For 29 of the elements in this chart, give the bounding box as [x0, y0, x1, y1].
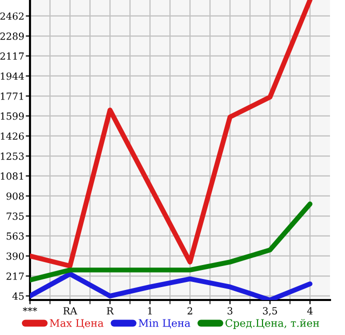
line-series — [30, 272, 312, 300]
line-series — [30, 202, 312, 282]
y-tick-label: 1771 — [0, 92, 24, 100]
y-tick-label: 1944 — [0, 72, 24, 80]
y-tick-label: 2117 — [0, 52, 24, 60]
x-tick-label: 4 — [307, 307, 313, 314]
x-tick-label: 3 — [228, 307, 232, 314]
y-tick-label: 390 — [6, 252, 24, 260]
x-tick-label: 2 — [188, 307, 192, 314]
y-tick-label: 2462 — [0, 12, 24, 20]
y-tick-label: 1081 — [0, 172, 24, 180]
y-tick-label: 1426 — [0, 132, 24, 140]
x-tick-label: 1 — [148, 307, 152, 314]
line-series — [30, 0, 312, 268]
x-tick-label: RA — [63, 307, 78, 314]
y-tick-label: 563 — [6, 232, 24, 240]
y-tick-label: 1599 — [0, 112, 24, 120]
y-tick-label: 2289 — [0, 32, 24, 40]
x-tick-label: R — [106, 307, 114, 314]
y-tick-label: 908 — [6, 192, 24, 200]
y-tick-label: 45 — [12, 292, 24, 300]
x-tick-label: 3,5 — [263, 307, 277, 316]
legend-label: Max Цена — [50, 319, 104, 328]
legend-label: Min Цена — [138, 319, 190, 328]
legend-label: Сред.Цена, т.йен — [226, 319, 320, 329]
y-tick-label: 217 — [6, 272, 24, 280]
y-tick-label: 1253 — [0, 152, 24, 160]
y-tick-label: 735 — [6, 212, 24, 220]
x-tick-label: *** — [22, 307, 38, 312]
